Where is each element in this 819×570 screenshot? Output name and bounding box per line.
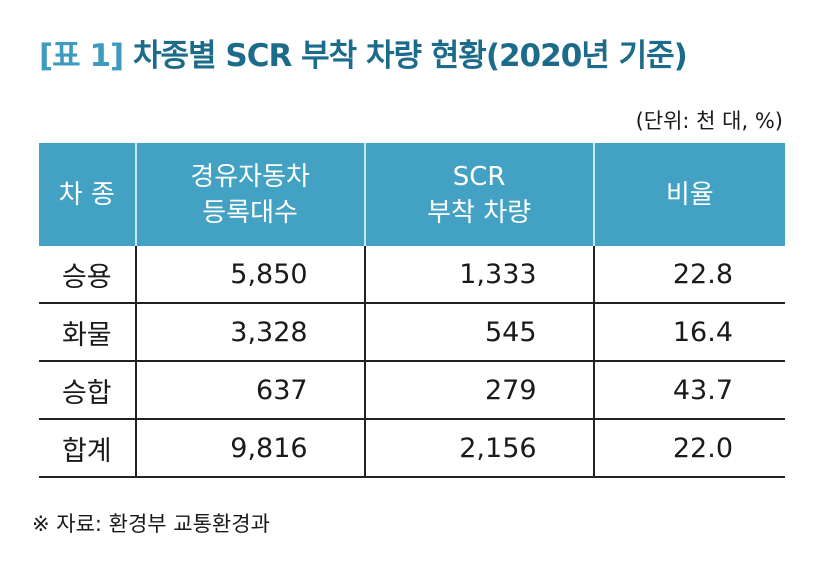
cell-ratio: 22.0 (592, 418, 785, 478)
cell-diesel: 5,850 (134, 246, 365, 303)
unit-label: (단위: 천 대, %) (635, 109, 783, 133)
header-vehicle-type: 차 종 (39, 143, 136, 246)
title-text: 차종별 SCR 부착 차량 현황(2020년 기준) (133, 38, 688, 74)
source-note: ※ 자료: 환경부 교통환경과 (32, 512, 270, 536)
cell-scr: 1,333 (363, 246, 594, 303)
cell-type: 합계 (39, 418, 136, 478)
table-title: [표 1] 차종별 SCR 부착 차량 현황(2020년 기준) (39, 30, 688, 75)
cell-ratio: 16.4 (592, 302, 785, 361)
cell-ratio: 43.7 (592, 360, 785, 419)
cell-diesel: 9,816 (134, 418, 365, 478)
cell-diesel: 3,328 (134, 302, 365, 361)
cell-type: 승합 (39, 360, 136, 419)
cell-ratio: 22.8 (592, 246, 785, 303)
header-diesel-registered: 경유자동차 등록대수 (134, 143, 365, 246)
table-row-total: 합계 9,816 2,156 22.0 (39, 418, 785, 478)
cell-scr: 545 (363, 302, 594, 361)
table-row: 화물 3,328 545 16.4 (39, 302, 785, 361)
table-number: [표 1] (39, 38, 124, 74)
header-ratio: 비율 (592, 143, 785, 246)
header-scr-equipped: SCR 부착 차량 (363, 143, 594, 246)
cell-diesel: 637 (134, 360, 365, 419)
cell-scr: 279 (363, 360, 594, 419)
table-row: 승용 5,850 1,333 22.8 (39, 246, 785, 303)
header-row: 차 종 경유자동차 등록대수 SCR 부착 차량 비율 (39, 143, 785, 246)
cell-type: 화물 (39, 302, 136, 361)
cell-type: 승용 (61, 261, 112, 293)
scr-vehicle-table: 차 종 경유자동차 등록대수 SCR 부착 차량 비율 승용 5,850 1,333… (39, 143, 785, 478)
cell-scr: 2,156 (363, 418, 594, 478)
table-row: 승합 637 279 43.7 (39, 360, 785, 419)
